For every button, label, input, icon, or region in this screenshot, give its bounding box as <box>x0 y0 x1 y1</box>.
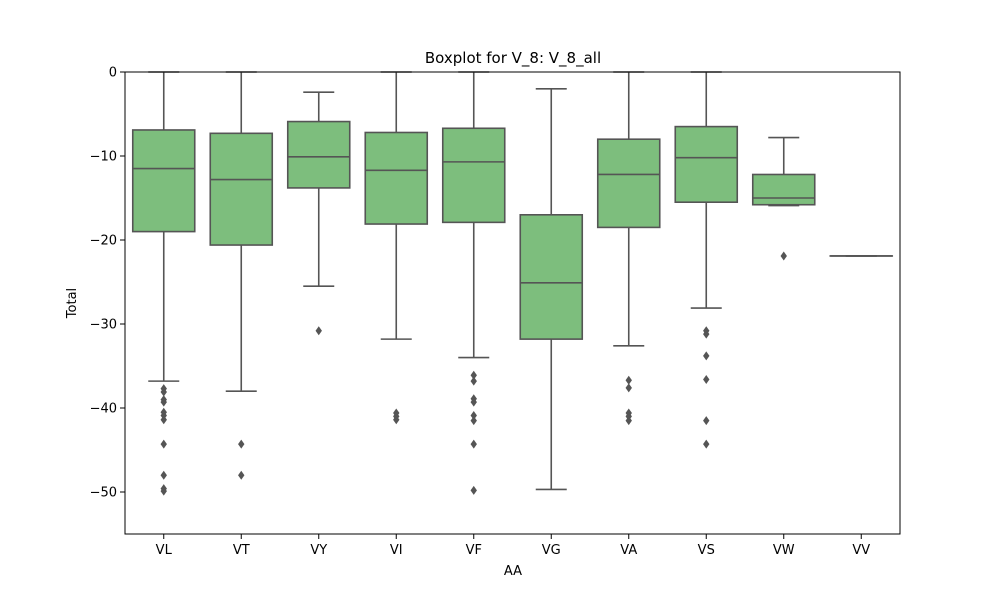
outlier-point <box>470 439 477 449</box>
y-tick-label: −30 <box>90 318 117 333</box>
x-tick-label: VF <box>466 543 482 558</box>
y-tick-label: −20 <box>90 234 117 249</box>
outlier-point <box>625 383 632 393</box>
y-tick-label: −50 <box>90 486 117 501</box>
outlier-point <box>703 374 710 384</box>
x-tick-label: VW <box>773 543 795 558</box>
box-group-vg <box>519 88 584 491</box>
box-group-vw <box>751 136 816 261</box>
box <box>751 173 816 206</box>
outlier-point <box>470 485 477 495</box>
outlier-point <box>393 415 400 425</box>
outlier-point <box>160 470 167 480</box>
box <box>364 131 429 225</box>
box <box>131 129 196 233</box>
y-tick-label: −10 <box>90 150 117 165</box>
outlier-point <box>703 351 710 361</box>
outlier-point <box>160 439 167 449</box>
x-tick-label: VY <box>310 543 327 558</box>
outlier-point <box>315 326 322 336</box>
box-group-vs <box>674 71 739 449</box>
plot-area <box>131 71 894 496</box>
x-axis-label: AA <box>504 564 522 579</box>
x-tick-label: VS <box>698 543 715 558</box>
outlier-point <box>780 251 787 261</box>
x-tick-label: VG <box>542 543 561 558</box>
outlier-point <box>160 486 167 496</box>
box <box>286 120 351 189</box>
y-axis-label: Total <box>65 288 80 319</box>
box-group-vy <box>286 91 351 336</box>
axes: 0 −10 −20 −30 −40 −50 VL VT VY VI VF VG VA VS VW VV <box>90 66 901 558</box>
outlier-point <box>470 416 477 426</box>
outlier-point <box>625 375 632 385</box>
outlier-point <box>703 439 710 449</box>
box-group-va <box>596 71 661 426</box>
box-group-vf <box>441 71 506 495</box>
outlier-point <box>703 329 710 339</box>
box <box>674 125 739 203</box>
x-tick-label: VL <box>156 543 173 558</box>
outlier-point <box>160 415 167 425</box>
outlier-point <box>160 387 167 397</box>
outlier-point <box>160 397 167 407</box>
outlier-point <box>238 439 245 449</box>
outlier-point <box>470 411 477 421</box>
box <box>519 214 584 340</box>
y-tick-label: −40 <box>90 402 117 417</box>
plot-frame <box>124 71 901 535</box>
x-tick-label: VV <box>852 543 870 558</box>
x-tick-label: VT <box>233 543 250 558</box>
chart-title: Boxplot for V_8: V_8_all <box>425 49 601 68</box>
outlier-point <box>470 370 477 380</box>
box-group-vl <box>131 71 196 496</box>
box <box>596 138 661 229</box>
outlier-point <box>470 376 477 386</box>
x-tick-label: VI <box>390 543 403 558</box>
outlier-point <box>703 416 710 426</box>
box <box>209 132 274 246</box>
y-tick-label: 0 <box>109 66 117 81</box>
outlier-point <box>238 470 245 480</box>
box-group-vt <box>209 71 274 480</box>
outlier-point <box>470 397 477 407</box>
x-tick-label: VA <box>620 543 637 558</box>
outlier-point <box>625 416 632 426</box>
box <box>441 127 506 224</box>
box-group-vi <box>364 71 429 425</box>
